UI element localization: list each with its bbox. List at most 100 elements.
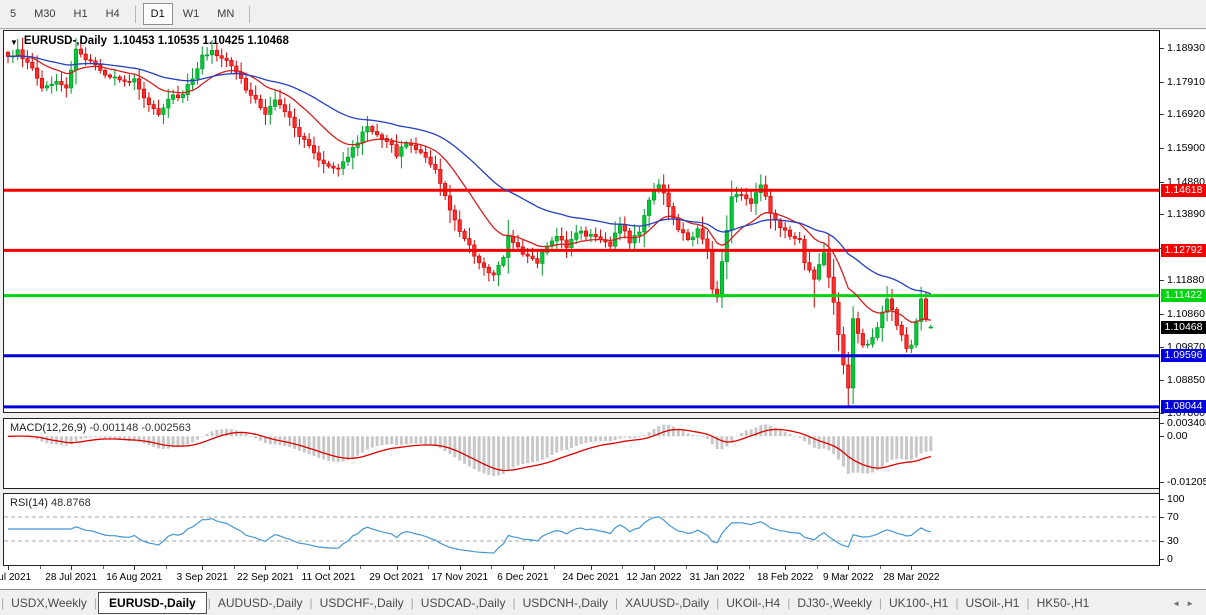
- timeframe-button-w1[interactable]: W1: [182, 8, 200, 20]
- rsi-tick-label: 70: [1167, 511, 1179, 523]
- chart-tab-list: | USDX,Weekly | EURUSD-,Daily | AUDUSD-,Daily…: [0, 592, 1095, 614]
- tab-separator: |: [93, 596, 98, 610]
- tab-usdx-weekly[interactable]: USDX,Weekly: [11, 596, 87, 610]
- chart-title-symbol: EURUSD-,Daily: [23, 35, 107, 47]
- symbol-dropdown-icon[interactable]: ▼: [10, 37, 18, 47]
- date-tick-minor: [428, 566, 430, 569]
- rsi-tick: [1160, 559, 1164, 560]
- macd-tick-label: 0.00: [1167, 430, 1188, 443]
- date-tick-label: 9 Jul 2021: [0, 572, 32, 583]
- tab-separator: |: [410, 596, 414, 610]
- timeframe-button-m30[interactable]: M30: [34, 8, 56, 20]
- date-tick: [717, 566, 719, 570]
- price-tick-label: 1.11880: [1167, 274, 1205, 287]
- price-tick: [1160, 81, 1164, 83]
- date-tick-minor: [685, 566, 687, 569]
- macd-panel: MACD(12,26,9) -0.001148 -0.002563: [3, 418, 1161, 489]
- rsi-name: RSI(14): [10, 497, 48, 509]
- timeframe-button-d1[interactable]: D1: [142, 3, 173, 25]
- price-level-badge: 1.12792: [1161, 243, 1206, 257]
- price-level-badge: 1.11422: [1161, 289, 1206, 303]
- date-tick-minor: [102, 566, 104, 569]
- tab-audusd-daily[interactable]: AUDUSD-,Daily: [217, 596, 303, 610]
- date-tick-minor: [360, 566, 362, 569]
- tab-dj30-weekly[interactable]: DJ30-,Weekly: [797, 596, 872, 610]
- price-tick: [1160, 114, 1164, 116]
- candlestick-series: [5, 37, 933, 408]
- chart-tabs: | USDX,Weekly | EURUSD-,Daily | AUDUSD-,Daily…: [0, 589, 1206, 615]
- price-tick-label: 1.15900: [1167, 142, 1205, 154]
- tab-usoil-h1[interactable]: USOil-,H1: [965, 596, 1020, 610]
- date-tick: [71, 566, 73, 570]
- date-tick-minor: [748, 566, 750, 569]
- macd-tick-label: -0.01205: [1167, 476, 1206, 489]
- date-tick-label: 24 Dec 2021: [562, 572, 620, 583]
- price-tick-label: 1.08850: [1167, 374, 1205, 387]
- timeframe-button-5[interactable]: 5: [10, 8, 17, 20]
- timeframe-button-h1[interactable]: H1: [73, 8, 88, 20]
- tab-separator: |: [878, 596, 882, 610]
- tab-separator: |: [207, 596, 211, 610]
- date-tick-label: 11 Oct 2021: [301, 572, 356, 583]
- timeframe-button-mn[interactable]: MN: [217, 8, 235, 20]
- date-tick: [328, 566, 330, 570]
- price-tick: [1160, 314, 1164, 316]
- tab-usdcad-daily[interactable]: USDCAD-,Daily: [420, 596, 506, 610]
- price-tick: [1160, 346, 1164, 348]
- date-tick-label: 12 Jan 2022: [626, 572, 682, 583]
- price-chart-canvas[interactable]: [4, 31, 1160, 412]
- rsi-tick: [1160, 541, 1164, 542]
- date-tick-label: 28 Jul 2021: [45, 572, 97, 583]
- date-tick-label: 6 Dec 2021: [497, 572, 549, 583]
- date-tick-label: 29 Oct 2021: [369, 572, 424, 583]
- date-tick-minor: [622, 566, 624, 569]
- price-tick: [1160, 280, 1164, 282]
- date-tick-label: 3 Sep 2021: [176, 572, 228, 583]
- date-tick-minor: [233, 566, 235, 569]
- tab-scroll-right-icon[interactable]: ►: [1186, 598, 1200, 608]
- tab-separator: |: [716, 596, 720, 610]
- tab-ukoil-h4[interactable]: UKOil-,H4: [726, 596, 781, 610]
- rsi-line: [8, 516, 931, 554]
- date-tick: [848, 566, 850, 570]
- tab-xauusd-daily[interactable]: XAUUSD-,Daily: [625, 596, 710, 610]
- rsi-tick-label: 0: [1167, 553, 1173, 565]
- tab-uk100-h1[interactable]: UK100-,H1: [888, 596, 949, 610]
- tab-hk50-h1[interactable]: HK50-,H1: [1036, 596, 1090, 610]
- timeframe-toolbar: 5 M30 H1 H4 D1 W1 MN: [0, 0, 1206, 29]
- price-tick: [1160, 412, 1164, 414]
- macd-value-signal: -0.002563: [141, 422, 191, 434]
- toolbar-separator: [134, 5, 136, 23]
- date-tick-minor: [816, 566, 818, 569]
- date-axis[interactable]: 9 Jul 2021 28 Jul 2021 16 Aug 2021 3 Sep 20…: [0, 566, 1206, 589]
- date-tick: [8, 566, 9, 570]
- price-tick: [1160, 380, 1164, 382]
- date-tick-minor: [491, 566, 493, 569]
- timeframe-button-h4[interactable]: H4: [105, 8, 120, 20]
- slow-ma-line: [8, 55, 932, 295]
- macd-value-main: -0.001148: [89, 422, 139, 434]
- date-tick-label: 9 Mar 2022: [822, 572, 874, 583]
- price-tick: [1160, 48, 1164, 50]
- price-level-badge: 1.09596: [1161, 349, 1206, 363]
- tab-scroll-left-icon[interactable]: ◄: [1172, 598, 1187, 608]
- date-tick-label: 16 Aug 2021: [106, 572, 163, 583]
- tab-eurusd-daily[interactable]: EURUSD-,Daily: [98, 592, 207, 614]
- rsi-canvas[interactable]: [4, 494, 1160, 565]
- price-tick-label: 1.10860: [1167, 308, 1205, 321]
- rsi-value: 48.8768: [50, 497, 91, 509]
- rsi-tick-label: 100: [1167, 493, 1185, 505]
- chart-title[interactable]: ▼ EURUSD-,Daily 1.10453 1.10535 1.10425 …: [10, 35, 289, 47]
- tab-usdchf-daily[interactable]: USDCHF-,Daily: [319, 596, 404, 610]
- date-tick-label: 28 Mar 2022: [883, 572, 940, 583]
- date-tick: [522, 566, 524, 570]
- date-tick: [265, 566, 267, 570]
- date-tick: [911, 566, 913, 570]
- price-axis[interactable]: 1.18930 1.17910 1.16920 1.15900 1.14880 1.138…: [1159, 30, 1206, 566]
- tab-usdcnh-daily[interactable]: USDCNH-,Daily: [522, 596, 608, 610]
- macd-canvas[interactable]: [4, 419, 1160, 488]
- current-price-badge: 1.10468: [1161, 320, 1206, 334]
- date-tick-label: 22 Sep 2021: [237, 572, 294, 583]
- macd-name: MACD(12,26,9): [10, 422, 87, 434]
- date-tick-minor: [296, 566, 298, 569]
